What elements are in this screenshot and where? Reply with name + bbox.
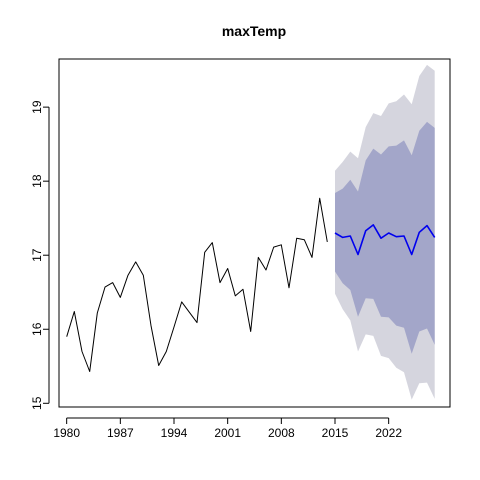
x-tick-label: 1987: [107, 426, 134, 440]
x-tick-label: 1980: [53, 426, 80, 440]
y-tick-label: 16: [30, 322, 44, 336]
y-tick-label: 15: [30, 396, 44, 410]
series-lines: [66, 197, 436, 372]
series-line-observed: [66, 197, 328, 372]
series-line-forecast: [334, 224, 436, 256]
interval-band-inner: [335, 121, 435, 354]
x-tick-label: 2001: [214, 426, 241, 440]
y-axis: 15 16 17 18 19: [30, 100, 50, 410]
x-tick-label: 2022: [375, 426, 402, 440]
y-tick-label: 18: [30, 174, 44, 188]
x-axis: 1980 1987 1994 2001 2008 2015 2022: [53, 417, 402, 440]
y-tick-label: 19: [30, 100, 44, 114]
x-tick-label: 1994: [161, 426, 188, 440]
plot-area-border: [58, 58, 451, 408]
chart-title: maxTemp: [222, 23, 286, 39]
y-tick-label: 17: [30, 248, 44, 262]
prediction-interval-bands: [335, 64, 435, 400]
x-tick-label: 2008: [268, 426, 295, 440]
x-tick-label: 2015: [322, 426, 349, 440]
